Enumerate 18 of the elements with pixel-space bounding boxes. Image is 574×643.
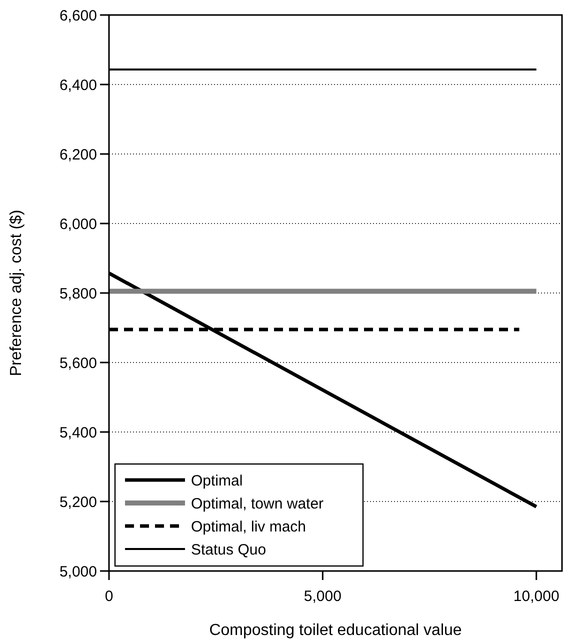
legend-label: Optimal, town water: [191, 495, 324, 512]
y-tick-label: 6,400: [59, 76, 97, 94]
x-tick-label: 5,000: [304, 588, 342, 605]
y-tick-label: 5,400: [59, 424, 97, 442]
y-axis-title: Preference adj. cost ($): [8, 210, 25, 376]
y-tick-label: 5,000: [59, 563, 97, 580]
y-tick-label: 6,000: [59, 216, 97, 233]
legend-label: Status Quo: [191, 541, 266, 558]
y-tick-label: 5,600: [59, 354, 97, 372]
legend-label: Optimal: [191, 472, 243, 490]
y-tick-label: 5,200: [59, 494, 97, 511]
y-tick-label: 6,200: [59, 146, 97, 164]
x-tick-label: 0: [104, 588, 114, 605]
x-axis-title: Composting toilet educational value: [209, 622, 462, 639]
y-tick-label: 6,600: [59, 7, 97, 24]
y-tick-label: 5,800: [59, 285, 97, 302]
x-tick-label: 10,000: [513, 588, 560, 605]
legend-label: Optimal, liv mach: [191, 518, 306, 536]
